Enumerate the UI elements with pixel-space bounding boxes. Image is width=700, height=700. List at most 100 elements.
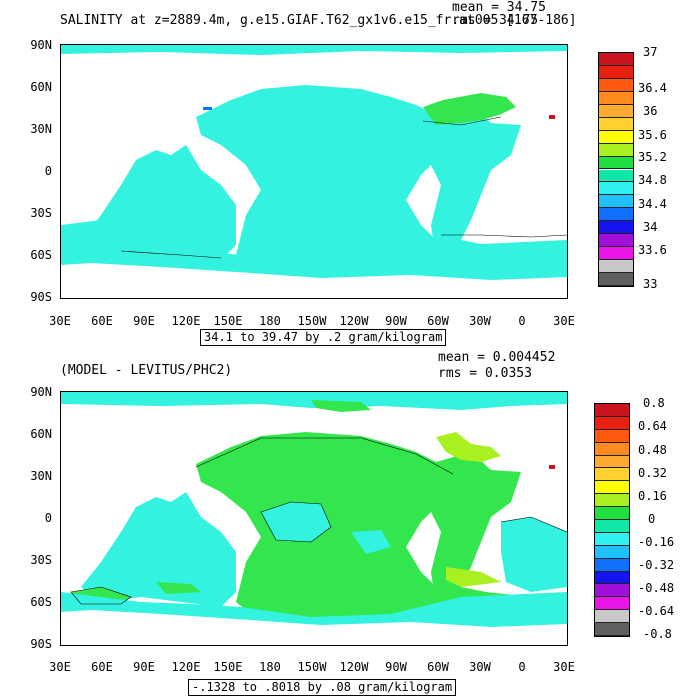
difference-panel: (MODEL - LEVITUS/PHC2) mean = 0.004452 r… <box>0 350 700 700</box>
colorbar-label: 36.4 <box>638 81 667 95</box>
lon-label: 150E <box>213 660 243 674</box>
lon-label: 120E <box>171 660 201 674</box>
lon-label: 150E <box>213 314 243 328</box>
arctic-fringe <box>61 45 567 55</box>
colorbar-swatch <box>595 584 629 598</box>
atlantic-low-patch <box>501 517 567 592</box>
lon-label: 60W <box>427 660 449 674</box>
north-atlantic-high <box>436 432 501 462</box>
colorbar-swatch <box>595 468 629 482</box>
colorbar-label: -0.16 <box>638 535 675 549</box>
colorbar-swatch <box>595 532 629 546</box>
contour-range-label: -.1328 to .8018 by .08 gram/kilogram <box>188 679 457 696</box>
colorbar-swatch <box>595 558 629 572</box>
colorbar-swatch <box>595 597 629 611</box>
indian-high-patch <box>156 582 201 594</box>
colorbar-label: 0.64 <box>638 419 667 433</box>
lat-label: 60N <box>30 80 52 94</box>
mean-value: mean = 34.75 <box>452 0 546 15</box>
colorbar-swatch <box>599 195 633 209</box>
lat-label: 30N <box>30 122 52 136</box>
colorbar-swatch <box>599 273 633 286</box>
lon-label: 30W <box>469 314 491 328</box>
lat-label: 0 <box>44 511 52 525</box>
colorbar-swatch <box>595 507 629 520</box>
panel-title: SALINITY at z=2889.4m, g.e15.GIAF.T62_gx… <box>60 13 577 28</box>
map-frame <box>60 44 568 299</box>
colorbar <box>598 52 634 287</box>
colorbar-label: 0.32 <box>638 466 667 480</box>
colorbar-swatch <box>595 429 629 443</box>
colorbar-label: 33 <box>643 277 658 291</box>
arctic-band <box>311 400 371 412</box>
contour-line <box>500 516 567 533</box>
colorbar-label: 0.16 <box>638 489 667 503</box>
lon-label: 0 <box>518 314 526 328</box>
lon-label: 0 <box>518 660 526 674</box>
colorbar-swatch <box>599 143 633 157</box>
colorbar-label: 35.2 <box>638 150 667 164</box>
colorbar-label: 35.6 <box>638 128 667 142</box>
lon-label: 30E <box>49 314 71 328</box>
difference-map <box>61 392 567 627</box>
colorbar-label: 36 <box>643 104 658 118</box>
lat-label: 30N <box>30 469 52 483</box>
lon-label: 120W <box>339 660 369 674</box>
colorbar-label: 0.8 <box>643 396 665 410</box>
lon-label: 120E <box>171 314 201 328</box>
colorbar-label: 0.48 <box>638 443 667 457</box>
rms-value: rms = 34.75 <box>452 13 539 28</box>
salinity-map <box>61 45 567 280</box>
salinity-panel: SALINITY at z=2889.4m, g.e15.GIAF.T62_gx… <box>30 0 667 346</box>
atlantic-basin <box>421 105 567 277</box>
contour-line <box>422 116 502 126</box>
indian-basin <box>81 145 236 260</box>
colorbar-swatch <box>595 404 629 417</box>
colorbar-swatch <box>599 234 633 248</box>
lon-label: 150W <box>297 660 327 674</box>
contour-line <box>441 234 567 238</box>
colorbar-swatch <box>599 65 633 79</box>
colorbar-label: -0.32 <box>638 558 675 572</box>
lat-label: 30S <box>30 206 52 220</box>
lat-label: 0 <box>44 164 52 178</box>
lat-label: 60S <box>30 248 52 262</box>
colorbar-swatch <box>595 520 629 533</box>
lon-label: 120W <box>339 314 369 328</box>
colorbar-swatch <box>599 78 633 92</box>
lon-label: 30W <box>469 660 491 674</box>
colorbar-swatch <box>595 545 629 559</box>
colorbar-swatch <box>599 117 633 131</box>
mean-value: mean = 0.004452 <box>438 350 556 365</box>
southern-ocean <box>61 592 567 627</box>
colorbar-swatch <box>595 494 629 508</box>
lon-label: 30E <box>49 660 71 674</box>
colorbar-label: 33.6 <box>638 243 667 257</box>
colorbar-swatch <box>595 481 629 495</box>
lon-label: 90W <box>385 314 407 328</box>
colorbar-label: 34 <box>643 220 658 234</box>
pacific-low-patch <box>351 530 391 554</box>
contour-line <box>260 501 332 543</box>
colorbar-swatch <box>599 91 633 105</box>
colorbar-label: 37 <box>643 45 658 59</box>
lon-label: 150W <box>297 314 327 328</box>
lon-label: 90E <box>133 660 155 674</box>
lat-label: 90N <box>30 385 52 399</box>
indian-basin <box>81 492 236 607</box>
contour-range-label: 34.1 to 39.47 by .2 gram/kilogram <box>200 329 447 346</box>
marginal-sea-spot <box>203 107 212 110</box>
contour-line <box>195 437 454 475</box>
lon-label: 30E <box>553 314 575 328</box>
atlantic-high-patch <box>446 567 501 587</box>
lat-label: 90N <box>30 38 52 52</box>
lat-label: 60S <box>30 595 52 609</box>
colorbar-swatch <box>595 571 629 585</box>
colorbar-label: 34.4 <box>638 197 667 211</box>
colorbar-label: -0.48 <box>638 581 675 595</box>
lat-label: 60N <box>30 427 52 441</box>
pacific-low-patch <box>261 502 331 542</box>
colorbar-swatch <box>595 455 629 469</box>
colorbar-swatch <box>599 247 633 261</box>
colorbar-label: -0.8 <box>643 627 672 641</box>
